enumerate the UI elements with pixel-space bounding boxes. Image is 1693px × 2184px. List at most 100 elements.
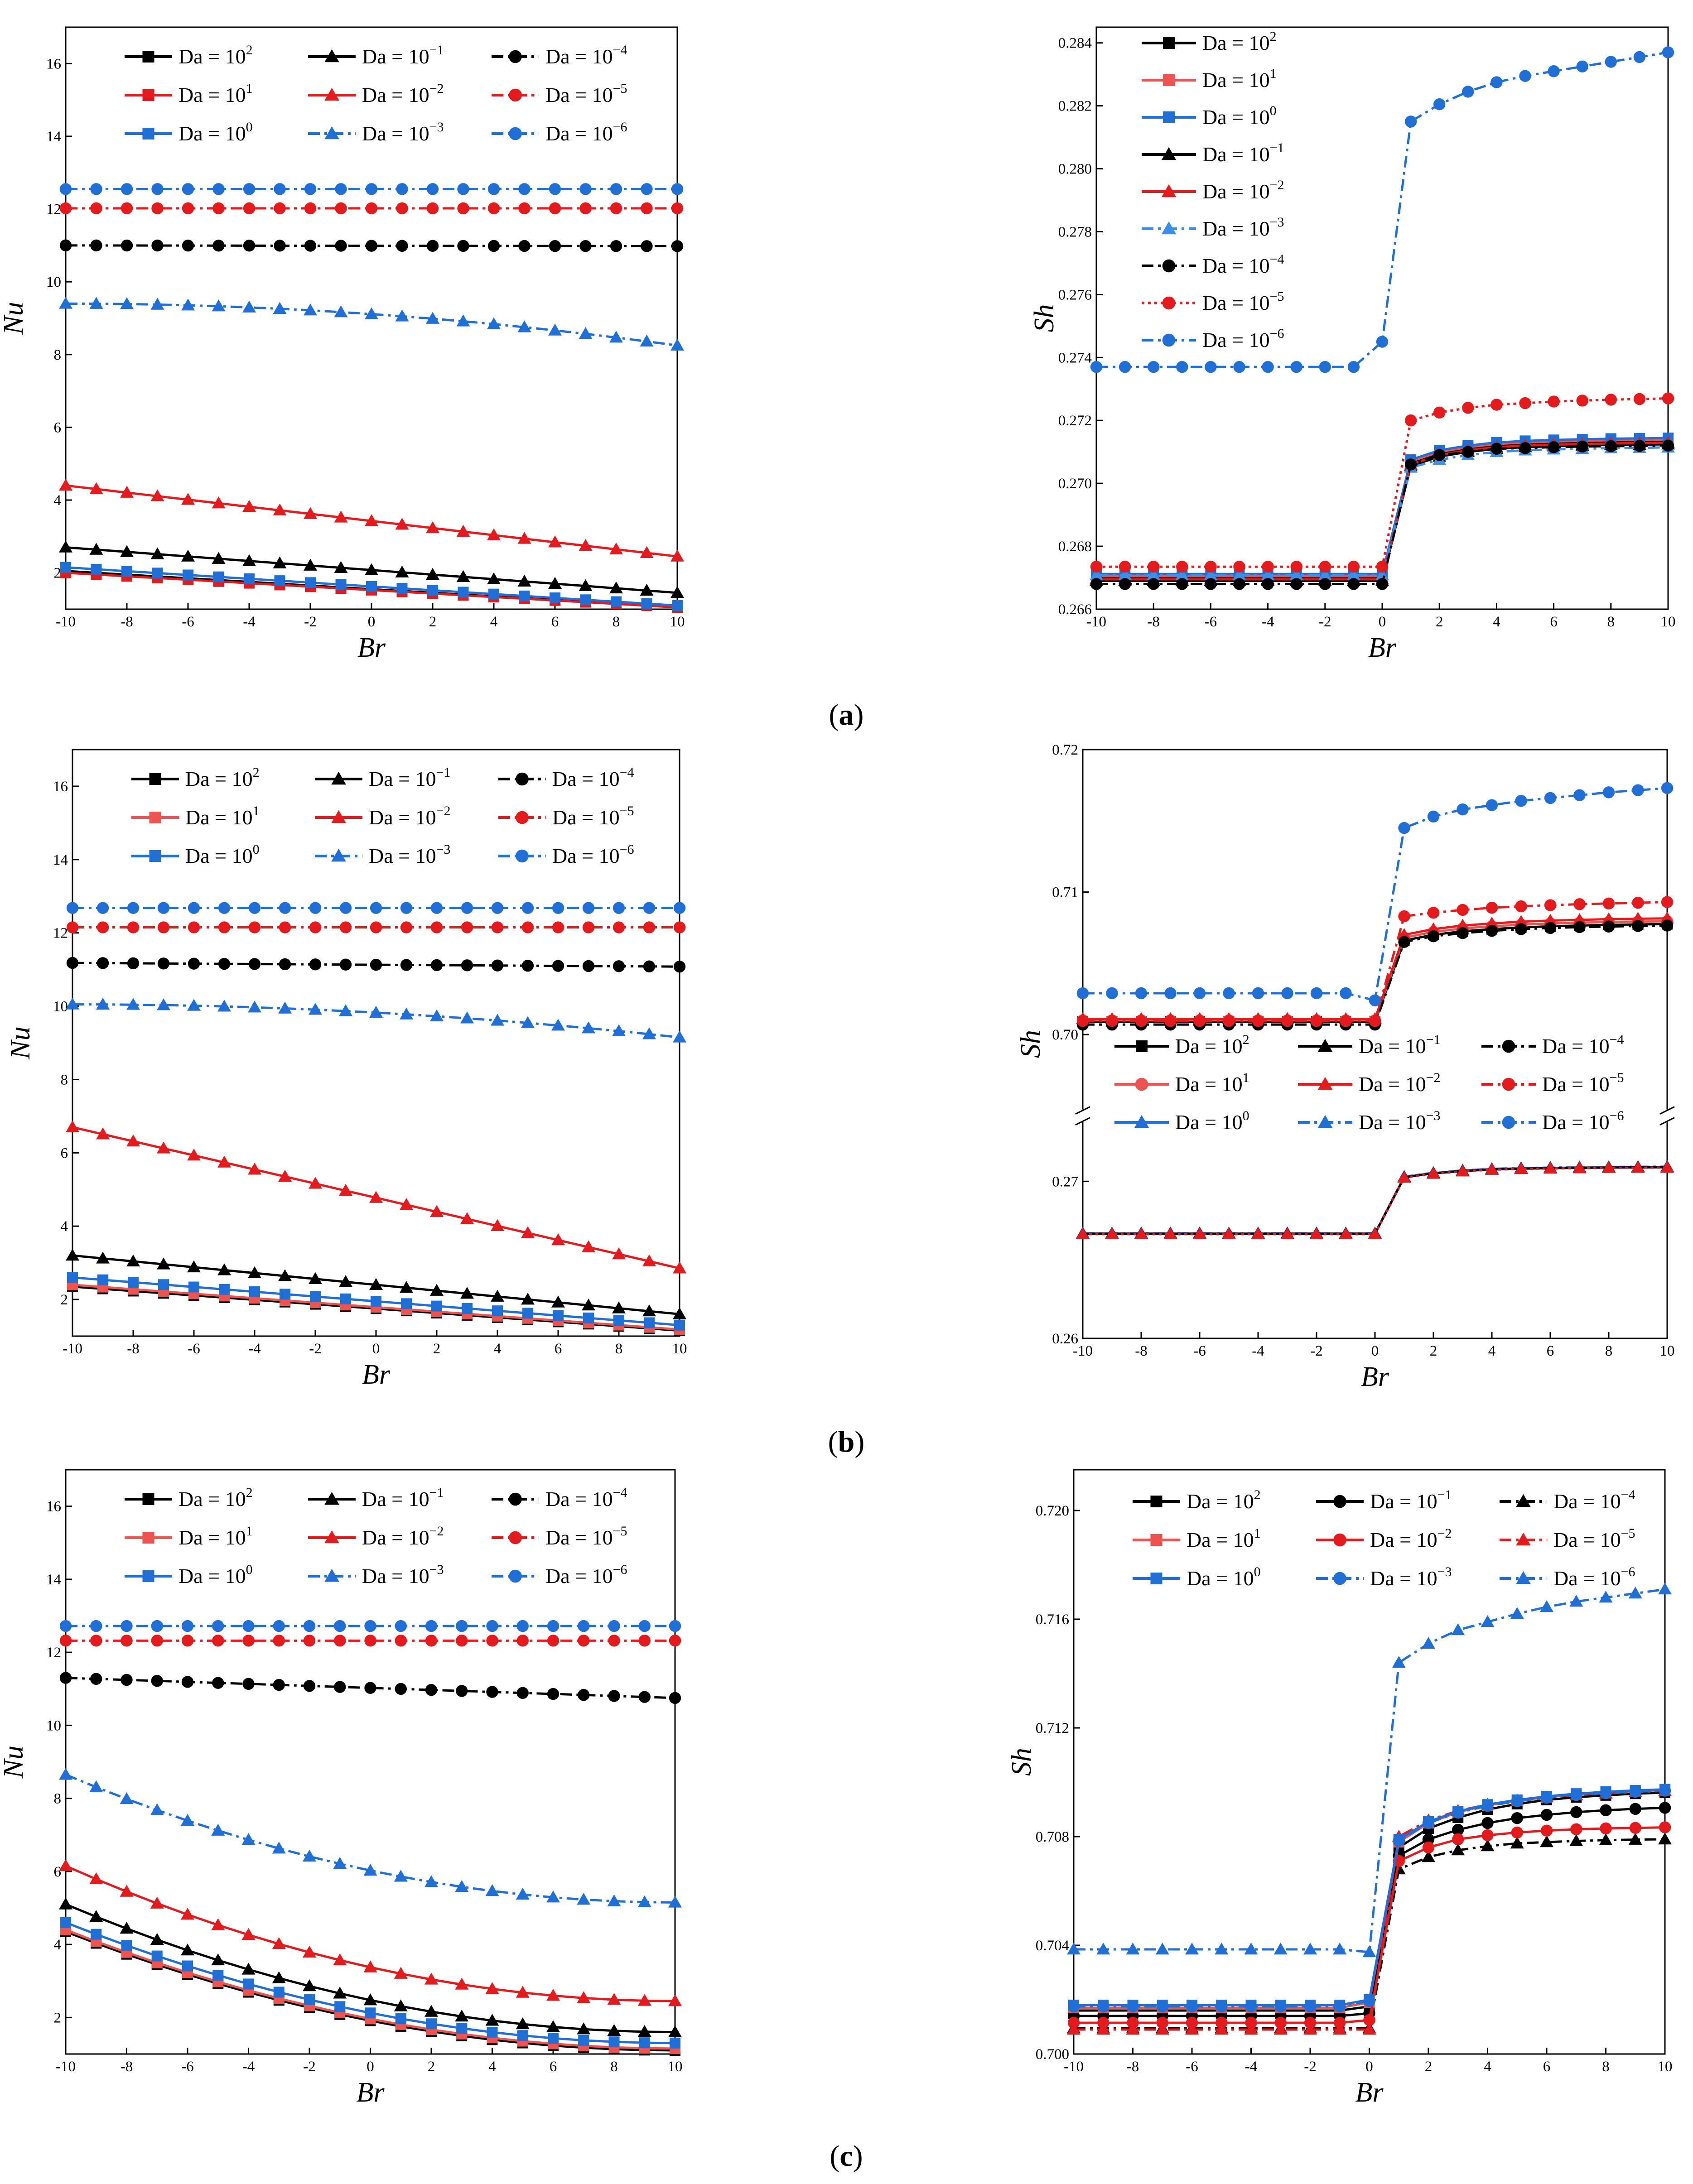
data-point xyxy=(1215,2023,1229,2035)
data-point xyxy=(1319,578,1331,590)
data-point xyxy=(364,1635,376,1647)
data-point xyxy=(248,958,261,970)
data-point xyxy=(518,183,531,195)
panel-label-open: ( xyxy=(829,698,839,731)
data-point xyxy=(610,202,622,215)
legend-label-base: Da = 10 xyxy=(1187,1528,1254,1551)
data-point xyxy=(309,1003,322,1015)
legend-label-exponent: −1 xyxy=(429,1485,444,1500)
legend-entry: Da = 10−5 xyxy=(492,1524,627,1549)
data-point xyxy=(181,493,195,505)
y-tick-label: 10 xyxy=(46,1717,61,1734)
x-tick-label: 4 xyxy=(494,1341,502,1357)
data-point xyxy=(333,1857,347,1869)
data-point xyxy=(1090,568,1103,581)
data-point xyxy=(1629,1785,1641,1798)
data-point xyxy=(1569,1834,1583,1846)
legend-marker xyxy=(142,89,154,101)
data-point xyxy=(643,921,656,933)
data-point xyxy=(339,1183,352,1196)
legend-label: Da = 10−3 xyxy=(1370,1564,1452,1590)
legend-label-exponent: 2 xyxy=(246,1485,253,1500)
data-point xyxy=(548,577,562,589)
data-point xyxy=(1457,803,1469,816)
data-point xyxy=(1076,1015,1089,1027)
legend-marker xyxy=(331,771,346,785)
x-tick-label: -4 xyxy=(1252,1343,1264,1359)
legend-marker xyxy=(1333,1572,1346,1585)
data-point xyxy=(1290,561,1302,573)
x-tick-label: 4 xyxy=(1493,614,1500,630)
y-tick-label: 0.72 xyxy=(1052,742,1078,758)
data-point xyxy=(1232,568,1246,581)
data-point xyxy=(304,507,317,519)
data-point xyxy=(212,552,226,564)
legend-marker xyxy=(1161,147,1177,160)
data-point xyxy=(273,1679,285,1691)
data-point xyxy=(1599,1833,1613,1846)
legend-label-base: Da = 10 xyxy=(1553,1567,1621,1590)
data-point xyxy=(1251,1227,1265,1240)
y-tick-label: 14 xyxy=(53,852,68,868)
data-point xyxy=(181,1620,194,1632)
series-4 xyxy=(59,1859,682,2006)
data-point xyxy=(637,1895,651,1907)
data-point xyxy=(487,317,501,329)
legend-label-exponent: 2 xyxy=(1270,29,1277,44)
data-point xyxy=(669,1635,681,1647)
data-point xyxy=(1096,2023,1110,2035)
data-point xyxy=(579,327,593,339)
data-point xyxy=(1658,1583,1672,1595)
data-point xyxy=(488,588,499,600)
legend-marker xyxy=(324,1568,339,1582)
data-point xyxy=(396,583,408,594)
legend-label-exponent: −1 xyxy=(1437,1487,1452,1502)
data-point xyxy=(96,997,110,1010)
data-point xyxy=(1605,440,1617,452)
data-point xyxy=(487,183,500,195)
y-tick-label: 16 xyxy=(46,1499,61,1515)
data-point xyxy=(273,1987,285,1998)
panel-labels-layer: (a)(b)(c) xyxy=(828,698,865,2173)
data-point xyxy=(485,1982,499,1994)
legend-marker xyxy=(324,1530,339,1544)
x-tick-label: -2 xyxy=(1304,2059,1317,2075)
data-point xyxy=(516,1986,530,1998)
data-point xyxy=(638,1635,651,1647)
y-tick-label: 12 xyxy=(46,202,61,218)
data-point xyxy=(671,202,684,215)
data-point xyxy=(396,240,408,252)
data-point xyxy=(1660,911,1674,924)
legend-marker xyxy=(1161,184,1177,197)
data-point xyxy=(643,902,656,914)
y-tick-label: 8 xyxy=(54,347,62,363)
data-point xyxy=(1369,994,1381,1006)
data-point xyxy=(280,1289,290,1300)
y-tick-label: 10 xyxy=(46,274,61,290)
legend-label: Da = 10−2 xyxy=(369,803,451,829)
legend-label-exponent: 1 xyxy=(253,803,260,818)
legend-label-base: Da = 10 xyxy=(1202,106,1270,129)
legend-label-base: Da = 10 xyxy=(178,1564,246,1587)
data-point xyxy=(181,549,195,562)
data-point xyxy=(1661,919,1674,932)
data-point xyxy=(1632,784,1644,796)
data-point xyxy=(1126,2023,1140,2035)
legend-label-exponent: −3 xyxy=(1426,1108,1441,1123)
x-tick-label: -4 xyxy=(242,2059,255,2075)
y-tick-label: 16 xyxy=(46,56,61,72)
data-point xyxy=(673,1307,686,1319)
legend-label-base: Da = 10 xyxy=(178,45,246,68)
data-point xyxy=(335,579,347,590)
legend-label-base: Da = 10 xyxy=(1359,1111,1426,1134)
data-point xyxy=(304,202,317,215)
data-point xyxy=(1147,568,1161,581)
data-point xyxy=(120,486,134,498)
data-point xyxy=(1519,70,1531,82)
data-point xyxy=(1433,406,1446,419)
data-point xyxy=(1105,1227,1119,1240)
axis-break-mark xyxy=(1075,1117,1090,1126)
data-point xyxy=(339,902,352,914)
data-point xyxy=(491,1014,504,1026)
data-point xyxy=(335,183,347,195)
